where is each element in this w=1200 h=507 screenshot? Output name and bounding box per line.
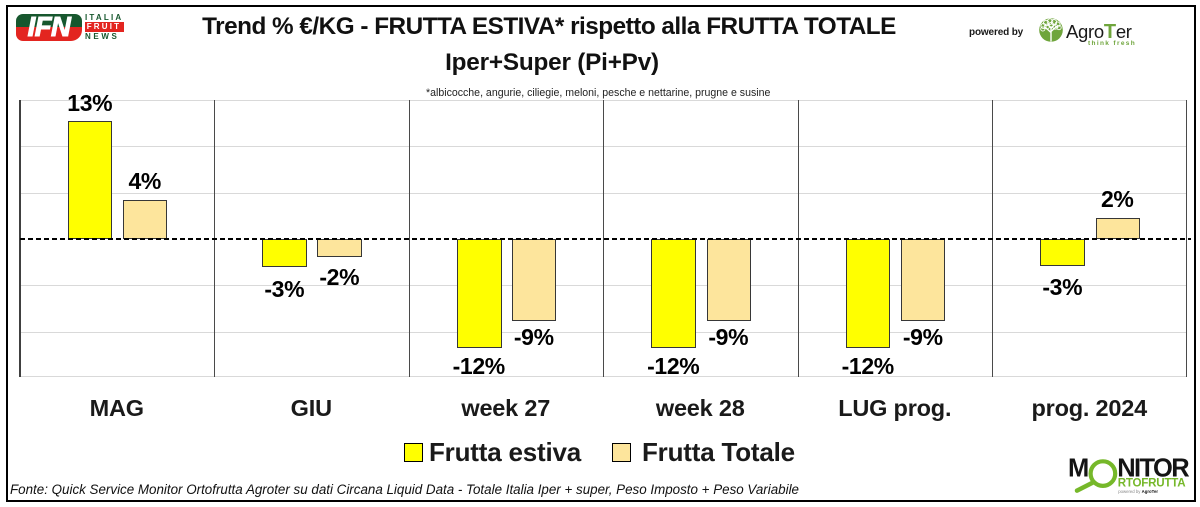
svg-text:M: M [1068, 454, 1089, 482]
svg-text:powered by AgroTer: powered by AgroTer [1118, 489, 1158, 494]
svg-text:RTOFRUTTA: RTOFRUTTA [1118, 476, 1186, 489]
svg-text:NITOR: NITOR [1117, 454, 1189, 482]
